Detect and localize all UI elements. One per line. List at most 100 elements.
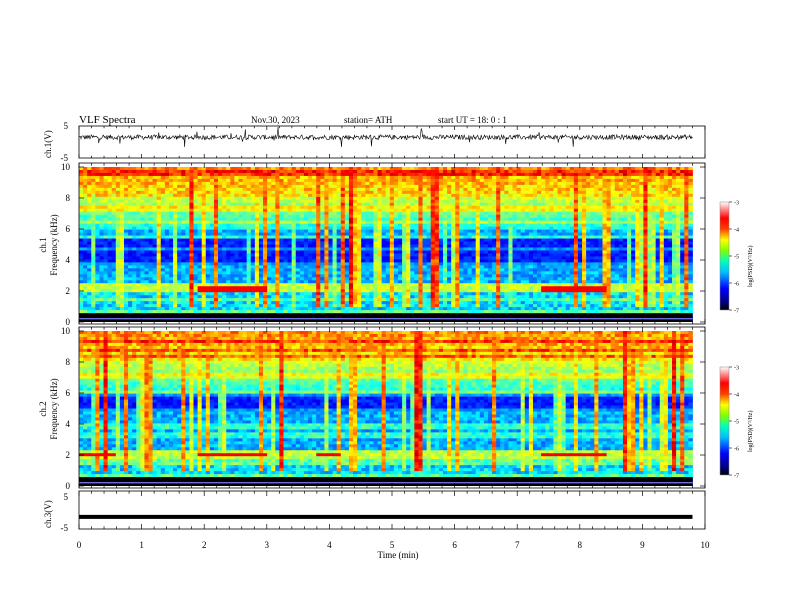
spectrogram-cell (271, 169, 276, 174)
spectrogram-cell (99, 247, 104, 251)
spectrogram-cell (422, 250, 428, 254)
spectrogram-cell (103, 199, 109, 204)
spectrogram-cell (299, 178, 305, 183)
spectrogram-cell (205, 181, 211, 186)
spectrogram-cell (168, 193, 174, 198)
spectrogram-cell (324, 289, 329, 293)
spectrogram-cell (156, 208, 162, 213)
spectrogram-cell (160, 172, 166, 177)
spectrogram-cell (320, 256, 325, 260)
spectrogram-cell (299, 241, 305, 245)
spectrogram-cell (136, 167, 141, 171)
spectrogram-cell (373, 247, 378, 251)
spectrogram-cell (152, 202, 158, 207)
spectrogram-cell (230, 262, 235, 266)
spectrogram-cell (365, 196, 370, 201)
spectrogram-cell (95, 271, 100, 275)
spectrogram-cell (238, 241, 243, 245)
spectrogram-cell (340, 196, 346, 201)
spectrogram-cell (95, 184, 100, 189)
spectrogram-cell (164, 193, 170, 198)
spectrogram-cell (115, 247, 121, 251)
spectrogram-cell (295, 178, 301, 183)
spectrogram-cell (353, 229, 358, 233)
spectrogram-cell (185, 208, 190, 213)
spectrogram-cell (336, 220, 342, 225)
spectrogram-cell (365, 229, 370, 233)
spectrogram-cell (320, 214, 325, 219)
spectrogram-cell (189, 196, 194, 201)
spectrogram-cell (132, 235, 137, 239)
spectrogram-cell (213, 184, 219, 189)
spectrogram-cell (434, 229, 440, 233)
spectrogram-cell (316, 235, 321, 239)
spectrogram-cell (119, 229, 125, 233)
spectrogram-cell (95, 253, 100, 257)
spectrogram-cell (291, 235, 297, 239)
spectrogram-cell (443, 241, 448, 245)
spectrogram-cell (181, 244, 186, 248)
spectrogram-cell (148, 229, 154, 233)
spectrogram-cell (402, 232, 407, 236)
spectrogram-cell (213, 199, 219, 204)
spectrogram-cell (320, 220, 325, 225)
spectrogram-cell (197, 289, 203, 293)
spectrogram-cell (148, 262, 154, 266)
spectrogram-cell (115, 265, 121, 269)
spectrogram-cell (373, 175, 378, 180)
spectrogram-cell (283, 223, 288, 228)
spectrogram-cell (119, 208, 125, 213)
spectrogram-cell (324, 262, 329, 266)
spectrogram-cell (418, 271, 423, 275)
spectrogram-cell (369, 172, 374, 177)
spectrogram-cell (205, 277, 211, 281)
spectrogram-cell (132, 217, 137, 222)
spectrogram-cell (168, 271, 174, 275)
spectrogram-cell (308, 167, 313, 171)
spectrogram-cell (128, 214, 133, 219)
spectrogram-cell (422, 274, 428, 278)
spectrogram-cell (422, 238, 428, 242)
spectrogram-cell (438, 199, 444, 204)
spectrogram-cell (181, 172, 186, 177)
spectrogram-cell (308, 289, 313, 293)
spectrogram-cell (205, 172, 211, 177)
spectrogram-cell (177, 286, 182, 290)
spectrogram-cell (418, 301, 423, 305)
spectrogram-cell (242, 286, 248, 290)
spectrogram-cell (328, 229, 333, 233)
spectrogram-cell (173, 307, 178, 311)
spectrogram-cell (434, 205, 440, 210)
spectrogram-cell (275, 256, 280, 260)
spectrogram-cell (91, 202, 96, 207)
spectrogram-cell (119, 217, 125, 222)
spectrogram-cell (291, 214, 297, 219)
spectrogram-cell (222, 265, 227, 269)
spectrogram-cell (402, 238, 407, 242)
spectrogram-cell (381, 190, 387, 195)
spectrogram-cell (438, 211, 444, 216)
spectrogram-cell (91, 235, 96, 239)
spectrogram-cell (295, 301, 301, 305)
spectrogram-cell (447, 187, 452, 192)
spectrogram-cell (267, 298, 272, 302)
spectrogram-cell (438, 178, 444, 183)
spectrogram-cell (328, 167, 333, 171)
spectrogram-cell (79, 259, 84, 263)
spectrogram-cell (197, 187, 203, 192)
spectrogram-cell (447, 295, 452, 299)
spectrogram-cell (79, 247, 84, 251)
spectrogram-cell (123, 301, 129, 305)
spectrogram-cell (406, 244, 411, 248)
spectrogram-cell (287, 298, 293, 302)
spectrogram-cell (393, 223, 399, 228)
spectrogram-cell (340, 247, 346, 251)
spectrogram-cell (226, 298, 231, 302)
spectrogram-cell (103, 265, 109, 269)
spectrogram-cell (103, 283, 109, 287)
spectrogram-cell (238, 265, 243, 269)
spectrogram-cell (340, 223, 346, 228)
spectrogram-cell (369, 190, 374, 195)
spectrogram-cell (246, 217, 252, 222)
spectrogram-cell (389, 220, 395, 225)
